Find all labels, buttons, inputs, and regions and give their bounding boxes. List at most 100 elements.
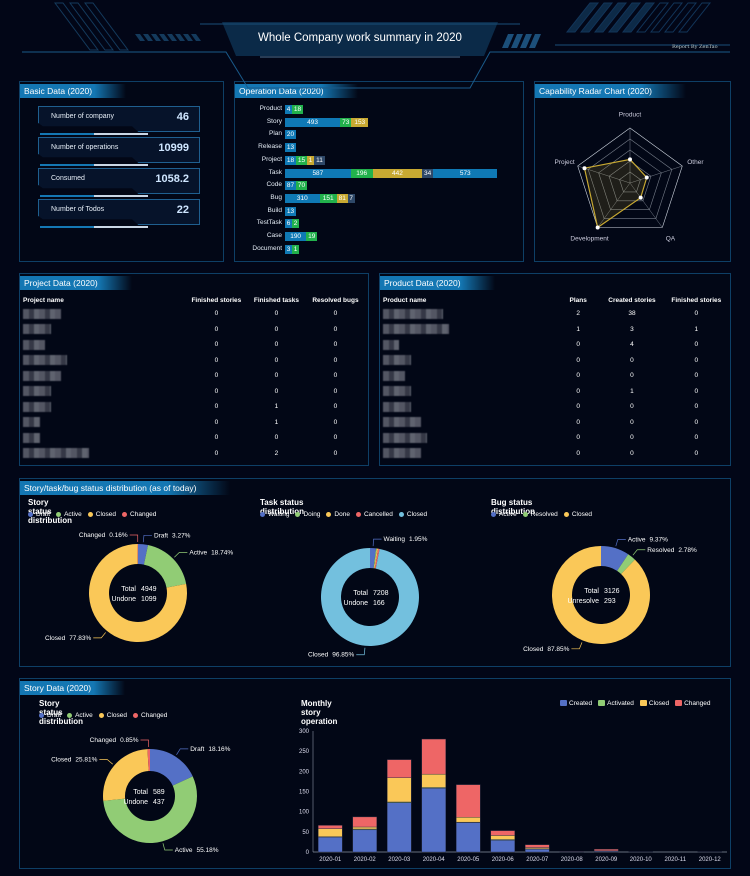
table-row: 0 1 0 <box>23 399 365 415</box>
table-header-row: Product name Plans Created stories Finished… <box>383 294 728 306</box>
legend-item[interactable]: Changed <box>133 712 167 719</box>
value-cell: 0 <box>333 387 338 395</box>
legend-item[interactable]: Cancelled <box>355 511 393 518</box>
value-cell: 0 <box>333 372 338 380</box>
legend-item[interactable]: Closed <box>98 712 127 719</box>
stat-card: Number of Todos 22 <box>38 199 200 225</box>
table-row: 0 2 0 <box>23 446 365 462</box>
operation-bar: 13 <box>285 143 296 153</box>
table-row: 0 0 0 <box>23 430 365 446</box>
column-header: Finished stories <box>191 296 242 304</box>
table-header-row: Project name Finished stories Finished tas… <box>23 294 365 306</box>
operation-bar: 87 70 <box>285 181 307 191</box>
legend-item[interactable]: Active <box>491 511 517 518</box>
header-stripe <box>69 2 114 51</box>
legend-item[interactable]: Closed <box>639 700 669 707</box>
table-row: 0 0 0 <box>383 399 728 415</box>
name-cell <box>23 322 186 338</box>
operation-bar-segment: 310 <box>285 193 320 203</box>
value-cell: 0 <box>694 418 699 426</box>
legend-marker-icon <box>560 700 567 707</box>
operation-bar-segment: 81 <box>336 193 348 203</box>
stat-label: Number of company <box>51 113 115 120</box>
operation-bar-segment: 6 <box>285 219 292 229</box>
redacted-name <box>383 432 427 443</box>
column-header: Plans <box>569 296 587 304</box>
legend-item[interactable]: Activated <box>598 700 634 707</box>
legend-item[interactable]: Active <box>67 712 93 719</box>
operation-bar-segment: 573 <box>433 168 498 178</box>
stat-card: Number of operations 10999 <box>38 137 200 163</box>
name-cell <box>383 353 557 369</box>
header-stripe <box>175 34 185 41</box>
legend-item[interactable]: Closed <box>87 511 116 518</box>
legend-item[interactable]: Active <box>56 511 82 518</box>
card-underline <box>40 226 148 228</box>
table-row: 0 1 0 <box>383 384 728 400</box>
operation-bar: 310 151 81 7 <box>285 193 355 203</box>
redacted-name <box>383 401 411 412</box>
legend-label: Active <box>499 511 517 518</box>
legend-item[interactable]: Draft <box>39 712 61 719</box>
legend-label: Changed <box>684 700 711 707</box>
legend-item[interactable]: Closed <box>398 511 427 518</box>
value-cell: 0 <box>214 449 219 457</box>
operation-row-label: Product <box>259 105 282 112</box>
legend-item[interactable]: Created <box>560 700 592 707</box>
card-underline <box>40 133 148 135</box>
legend-marker-icon <box>295 511 301 517</box>
redacted-name <box>23 417 40 428</box>
legend-item[interactable]: Changed <box>675 700 711 707</box>
legend-marker-icon <box>563 511 569 517</box>
value-cell: 0 <box>333 434 338 442</box>
value-cell: 1 <box>576 325 580 333</box>
legend-marker-icon <box>39 712 44 718</box>
legend-item[interactable]: Draft <box>28 511 50 518</box>
header-stripe <box>84 2 129 51</box>
name-cell <box>383 384 557 400</box>
legend-item[interactable]: Waiting <box>260 511 289 518</box>
legend-item[interactable]: Done <box>326 511 350 518</box>
operation-bar: 20 <box>285 130 296 140</box>
value-cell: 4 <box>630 341 634 349</box>
name-cell <box>23 446 186 462</box>
legend-item[interactable]: Closed <box>563 511 592 518</box>
legend-label: Cancelled <box>363 511 393 518</box>
legend-marker-icon <box>28 511 33 517</box>
name-cell <box>383 322 557 338</box>
value-cell: 2 <box>576 310 580 318</box>
header-stripe <box>54 2 99 51</box>
legend-marker-icon <box>260 511 265 517</box>
stat-value: 46 <box>176 111 189 123</box>
redacted-name <box>23 355 67 366</box>
name-cell <box>23 399 186 415</box>
value-cell: 0 <box>576 387 580 395</box>
operation-bar-segment: 70 <box>296 181 307 191</box>
table-row: 0 0 0 <box>383 415 728 431</box>
name-cell <box>383 337 557 353</box>
legend-item[interactable]: Doing <box>295 511 320 518</box>
header-stripe <box>151 34 161 41</box>
chart-subtitle: Task status distribution <box>260 498 304 516</box>
name-cell <box>23 415 186 431</box>
legend-item[interactable]: Changed <box>122 511 156 518</box>
product-data-panel: Product Data (2020) Product name Plans Cre… <box>379 273 731 466</box>
table-row: 0 0 0 <box>23 306 365 322</box>
legend-item[interactable]: Resolved <box>522 511 558 518</box>
legend-marker-icon <box>87 511 93 517</box>
operation-bar-segment: 153 <box>351 117 369 127</box>
value-cell: 0 <box>214 310 219 318</box>
redacted-name <box>383 339 399 350</box>
value-cell: 1 <box>630 387 634 395</box>
redacted-name <box>23 401 51 412</box>
operation-bar-segment: 493 <box>285 117 341 127</box>
name-cell <box>23 337 186 353</box>
card-underline <box>40 164 148 166</box>
value-cell: 0 <box>214 356 219 364</box>
redacted-name <box>383 417 421 428</box>
legend-marker-icon <box>522 511 528 517</box>
value-cell: 0 <box>576 434 580 442</box>
header-stripe <box>565 2 600 33</box>
operation-bar: 587 196 442 34 573 <box>285 168 498 178</box>
